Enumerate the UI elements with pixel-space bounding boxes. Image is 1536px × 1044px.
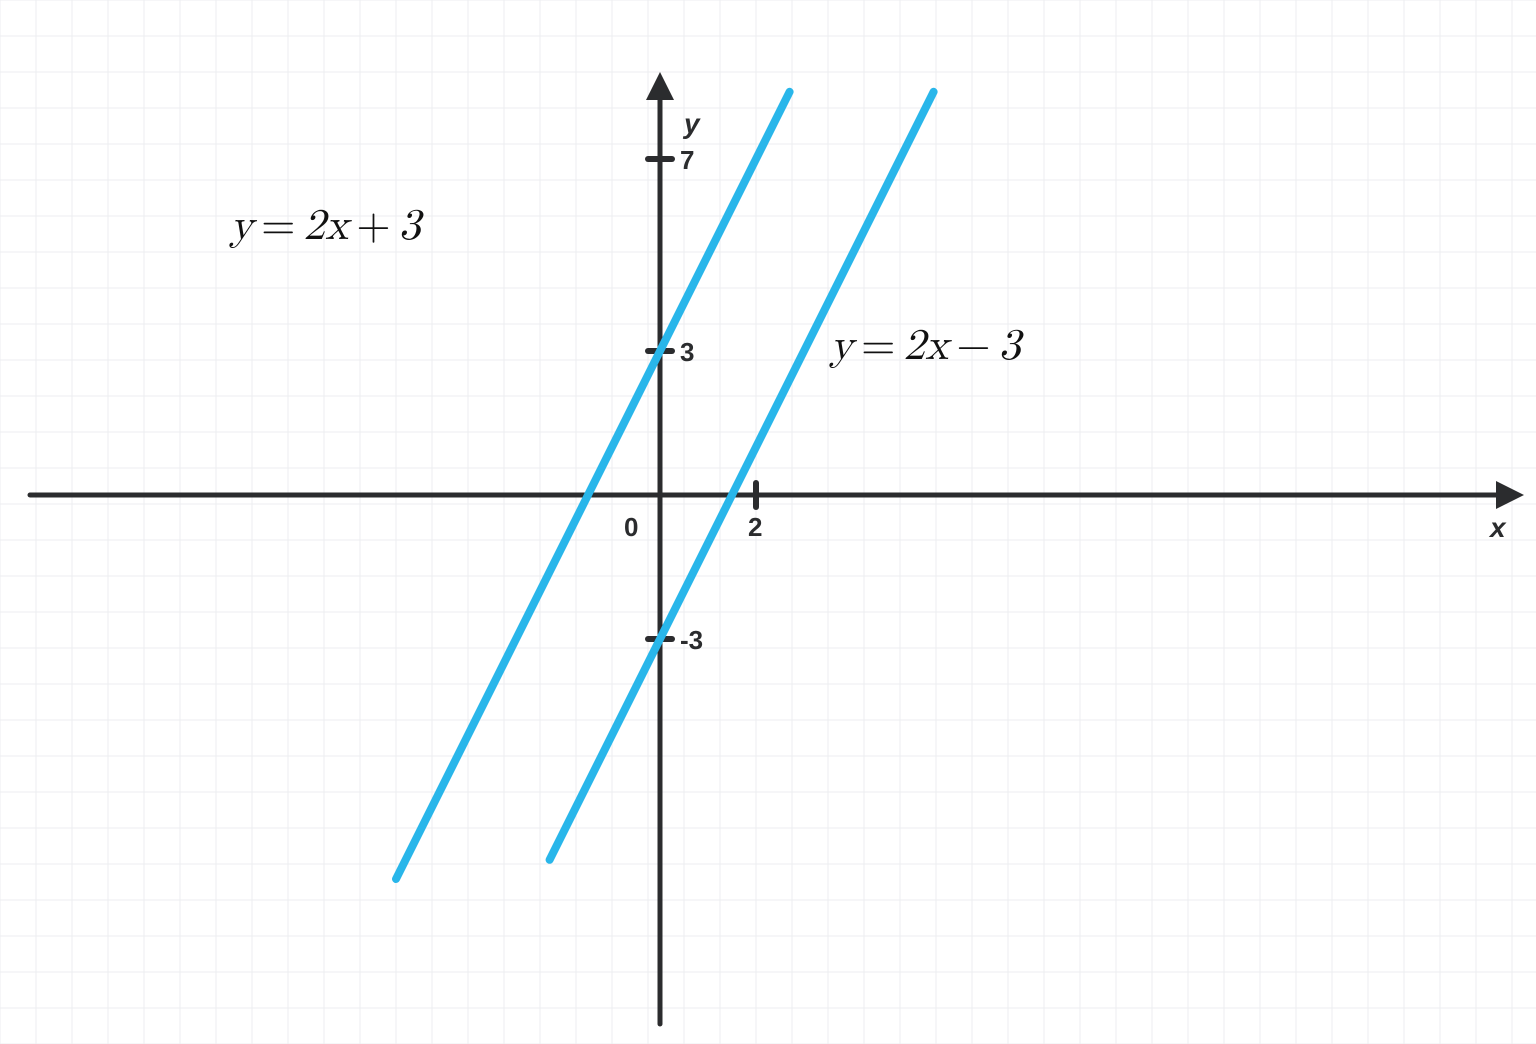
equation-line-1: y=2x+3 (230, 200, 421, 253)
y-tick-label-3: 3 (680, 337, 694, 368)
ticks (648, 159, 756, 639)
y-tick-label-7: 7 (680, 145, 694, 176)
line-2 (550, 92, 934, 860)
chart-canvas (0, 0, 1536, 1044)
grid (0, 0, 1536, 1044)
origin-label: 0 (624, 512, 638, 543)
data-lines (396, 92, 934, 879)
equation-line-2: y=2x−3 (830, 320, 1021, 373)
line-1 (396, 92, 790, 879)
x-axis-label: x (1490, 512, 1506, 544)
parallel-lines-chart: y x 0 7 3 -3 2 y=2x+3 y=2x−3 (0, 0, 1536, 1044)
y-axis-label: y (684, 108, 700, 140)
x-tick-label-2: 2 (748, 512, 762, 543)
y-tick-label-neg3: -3 (680, 625, 703, 656)
